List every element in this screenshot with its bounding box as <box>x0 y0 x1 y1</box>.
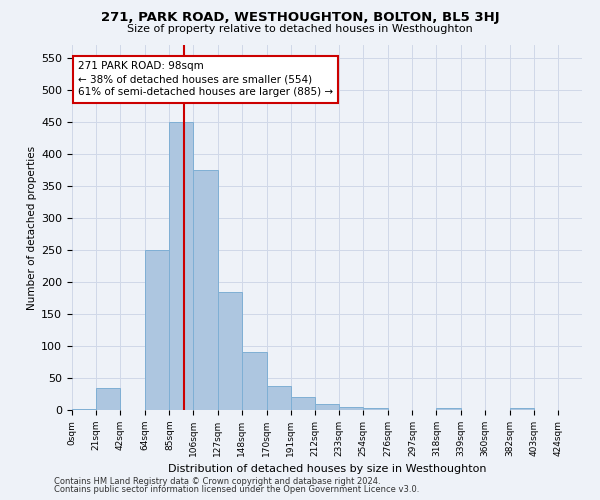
Bar <box>218 292 242 410</box>
Bar <box>242 352 267 410</box>
Text: 271 PARK ROAD: 98sqm
← 38% of detached houses are smaller (554)
61% of semi-deta: 271 PARK ROAD: 98sqm ← 38% of detached h… <box>78 61 333 98</box>
Bar <box>291 397 315 410</box>
Bar <box>169 122 193 410</box>
Text: 271, PARK ROAD, WESTHOUGHTON, BOLTON, BL5 3HJ: 271, PARK ROAD, WESTHOUGHTON, BOLTON, BL… <box>101 11 499 24</box>
Bar <box>436 408 461 410</box>
X-axis label: Distribution of detached houses by size in Westhoughton: Distribution of detached houses by size … <box>168 464 486 474</box>
Bar <box>145 250 169 410</box>
Bar <box>72 408 96 410</box>
Bar <box>510 408 534 410</box>
Y-axis label: Number of detached properties: Number of detached properties <box>27 146 37 310</box>
Text: Size of property relative to detached houses in Westhoughton: Size of property relative to detached ho… <box>127 24 473 34</box>
Bar <box>96 388 120 410</box>
Bar <box>315 404 339 410</box>
Bar <box>267 386 291 410</box>
Text: Contains public sector information licensed under the Open Government Licence v3: Contains public sector information licen… <box>54 485 419 494</box>
Bar <box>193 170 218 410</box>
Bar <box>339 407 363 410</box>
Bar <box>363 408 388 410</box>
Text: Contains HM Land Registry data © Crown copyright and database right 2024.: Contains HM Land Registry data © Crown c… <box>54 477 380 486</box>
